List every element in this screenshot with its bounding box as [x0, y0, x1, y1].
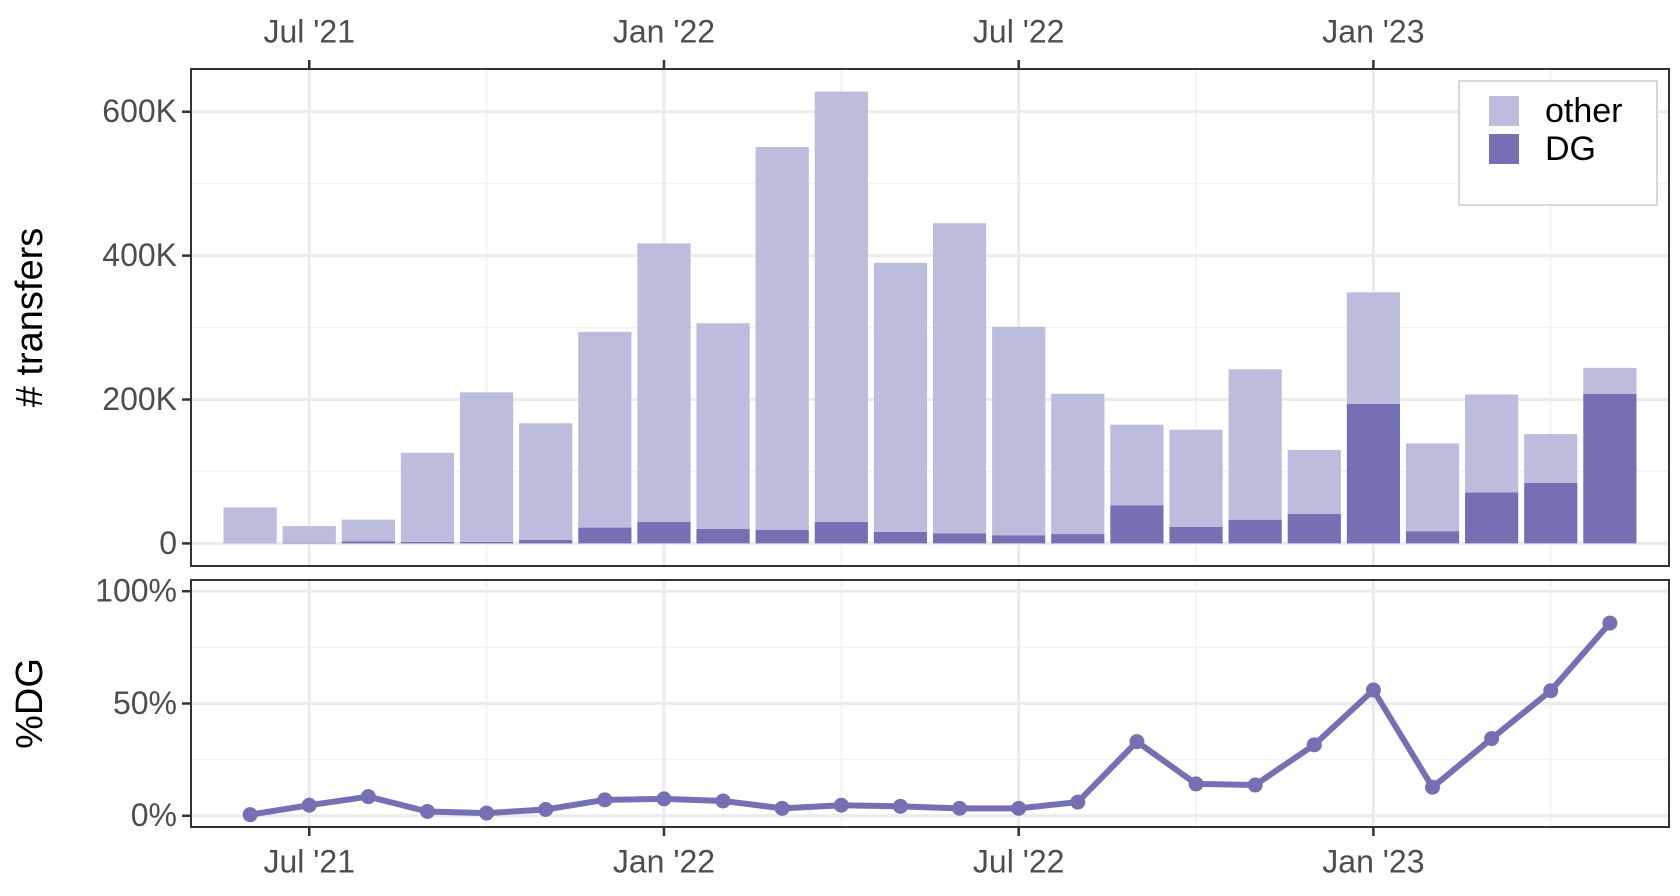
bar-segment — [932, 223, 987, 534]
bar-segment — [1287, 449, 1341, 514]
bar-segment — [223, 507, 277, 544]
legend-label: other — [1545, 92, 1623, 130]
bar-segment — [1524, 434, 1578, 483]
point — [419, 804, 435, 820]
bar-segment — [1051, 393, 1105, 535]
panel-border — [190, 68, 1670, 567]
bar-segment — [696, 529, 750, 544]
bar-segment — [814, 91, 868, 522]
y-tick-label: 600K — [102, 93, 177, 129]
point — [656, 791, 672, 807]
bar-segment — [1465, 492, 1519, 544]
bar-segment — [459, 392, 514, 542]
bar-segment — [755, 146, 809, 530]
y-tick-label: 50% — [113, 685, 177, 721]
bar-segment — [814, 521, 868, 544]
bar-segment — [1465, 394, 1519, 493]
bar-segment — [1110, 505, 1164, 544]
bar-segment — [637, 521, 691, 544]
bar-segment — [992, 535, 1046, 544]
point — [1425, 779, 1441, 795]
y-tick-label: 0 — [159, 525, 177, 561]
y-tick-label: 0% — [131, 797, 177, 833]
bar-segment — [1110, 424, 1164, 506]
point — [1188, 776, 1204, 792]
bar-segment — [1524, 482, 1578, 544]
point — [952, 800, 968, 816]
point — [1011, 800, 1027, 816]
point — [833, 797, 849, 813]
point — [301, 797, 317, 813]
legend-swatch — [1489, 134, 1519, 164]
bar-segment — [637, 243, 691, 522]
y-axis-title: %DG — [9, 658, 51, 749]
x-tick-label: Jan '23 — [1322, 843, 1424, 879]
bar-segment — [459, 541, 514, 544]
bar-segment — [1169, 429, 1223, 527]
bar-segment — [341, 541, 395, 544]
bar-segment — [1228, 369, 1282, 520]
point — [1306, 737, 1322, 753]
bar-segment — [1287, 513, 1341, 544]
bar-segment — [578, 331, 632, 528]
x-tick-label: Jan '22 — [613, 843, 715, 879]
bar-segment — [519, 423, 573, 540]
point — [242, 807, 258, 823]
bar-segment — [400, 452, 455, 542]
point — [892, 798, 908, 814]
bar-segment — [1169, 526, 1223, 544]
bar-segment — [932, 533, 987, 544]
x-tick-label: Jul '21 — [263, 13, 355, 49]
bar-segment — [755, 529, 809, 544]
bar-segment — [696, 323, 750, 530]
point — [1365, 682, 1381, 698]
panel-border — [190, 579, 1670, 828]
line — [249, 621, 1613, 818]
bar-segment — [578, 527, 632, 544]
point — [1484, 731, 1500, 747]
x-tick-label: Jan '23 — [1322, 13, 1424, 49]
point — [715, 793, 731, 809]
y-tick-label: 100% — [95, 573, 177, 609]
bar-segment — [1346, 292, 1401, 404]
y-tick-label: 200K — [102, 381, 177, 417]
bar-segment — [282, 542, 336, 544]
point — [1602, 615, 1618, 631]
bar-segment — [1405, 443, 1460, 532]
bar-segment — [1583, 367, 1637, 394]
point — [774, 800, 790, 816]
x-tick-label: Jan '22 — [613, 13, 715, 49]
x-tick-label: Jul '22 — [973, 843, 1065, 879]
point — [597, 792, 613, 808]
point — [479, 805, 495, 821]
bar-segment — [1405, 531, 1460, 544]
bar-segment — [873, 531, 928, 544]
bar-segment — [341, 519, 395, 542]
y-tick-label: 400K — [102, 237, 177, 273]
point — [1247, 777, 1263, 793]
bar-segment — [992, 326, 1046, 536]
legend-label: DG — [1545, 130, 1596, 168]
y-axis-title: # transfers — [9, 228, 51, 408]
legend-swatch — [1489, 96, 1519, 126]
bar-segment — [873, 262, 928, 532]
bar-segment — [1051, 534, 1105, 544]
point — [538, 801, 554, 817]
point — [1543, 683, 1559, 699]
bar-segment — [1228, 519, 1282, 544]
x-tick-label: Jul '22 — [973, 13, 1065, 49]
x-tick-label: Jul '21 — [263, 843, 355, 879]
bar-segment — [1346, 403, 1401, 544]
bar-segment — [1583, 393, 1637, 544]
bar-segment — [519, 539, 573, 544]
point — [1070, 794, 1086, 810]
bar-segment — [282, 526, 336, 543]
point — [360, 789, 376, 805]
point — [1129, 734, 1145, 750]
bar-segment — [400, 541, 455, 544]
